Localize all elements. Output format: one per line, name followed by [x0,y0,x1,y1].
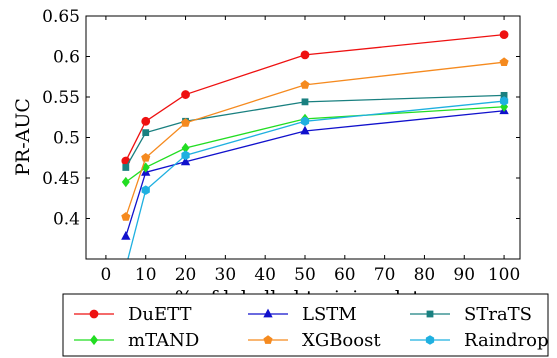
x-tick-label: 40 [254,265,276,285]
data-point [180,118,191,127]
data-point [141,116,151,126]
legend: DuETT LSTM STraTS mTAND XGBoost Raindrop [62,293,549,357]
legend-label: LSTM [302,304,357,325]
legend-marker [89,334,99,346]
data-point [121,212,131,221]
data-point [300,125,310,135]
legend-label: mTAND [128,330,199,351]
legend-box [62,293,549,357]
data-point [301,98,309,106]
series-line [125,110,505,237]
data-point [121,176,130,188]
legend-marker [263,308,273,318]
data-point [141,185,150,195]
legend-marker [89,309,99,319]
legend-entry: XGBoost [248,330,381,351]
legend-entry: mTAND [74,330,199,351]
legend-marker [263,335,273,344]
legend-label: DuETT [128,304,192,325]
data-point [181,90,190,99]
x-tick-label: 100 [488,265,520,285]
data-point [300,80,310,89]
legend-entry: LSTM [248,304,357,325]
data-point [181,150,190,161]
legend-entry: DuETT [74,304,192,325]
legend-label: STraTS [464,304,532,325]
x-tick-label: 90 [453,265,475,285]
legend-marker [426,310,434,318]
x-tick-label: 80 [414,265,436,285]
data-point [499,30,509,40]
legend-label: XGBoost [302,330,381,351]
x-tick-label: 0 [100,265,111,285]
x-tick-label: 10 [135,265,157,285]
y-tick-label: 0.5 [53,129,80,149]
x-tick-label: 20 [175,265,197,285]
series-strats [122,91,508,171]
x-tick-label: 70 [374,265,396,285]
data-point [141,152,151,162]
data-point [122,164,130,171]
series-line [125,61,505,218]
series-xgboost [121,57,509,221]
y-tick-label: 0.65 [42,7,80,27]
series-raindrop [122,96,509,272]
plot-frame [85,15,521,260]
y-tick-label: 0.45 [42,169,80,189]
axes: 0 10 20 30 40 50 60 70 80 90 100 0.4 0.45 0.5 0.55 0.6 0… [42,7,520,285]
data-point [180,156,191,166]
legend-entry: Raindrop [410,330,549,351]
y-axis-label: PR-AUC [12,98,34,176]
y-tick-label: 0.6 [53,48,80,68]
data-point [499,96,509,106]
y-tick-label: 0.4 [53,210,80,230]
data-point [300,50,310,60]
x-tick-label: 30 [215,265,237,285]
data-point [499,57,509,67]
data-point [121,230,131,240]
series-mtand [121,101,509,188]
x-tick-label: 50 [294,265,316,285]
x-tick-label: 60 [334,265,356,285]
data-point [142,129,150,137]
series-lstm [121,105,509,240]
legend-marker [425,335,435,345]
data-point [300,116,310,127]
legend-label: Raindrop [464,330,549,351]
series-layer [121,30,509,272]
legend-entry: STraTS [410,304,532,325]
data-point [122,263,129,272]
series-duett [121,30,509,166]
y-tick-label: 0.55 [42,88,80,108]
